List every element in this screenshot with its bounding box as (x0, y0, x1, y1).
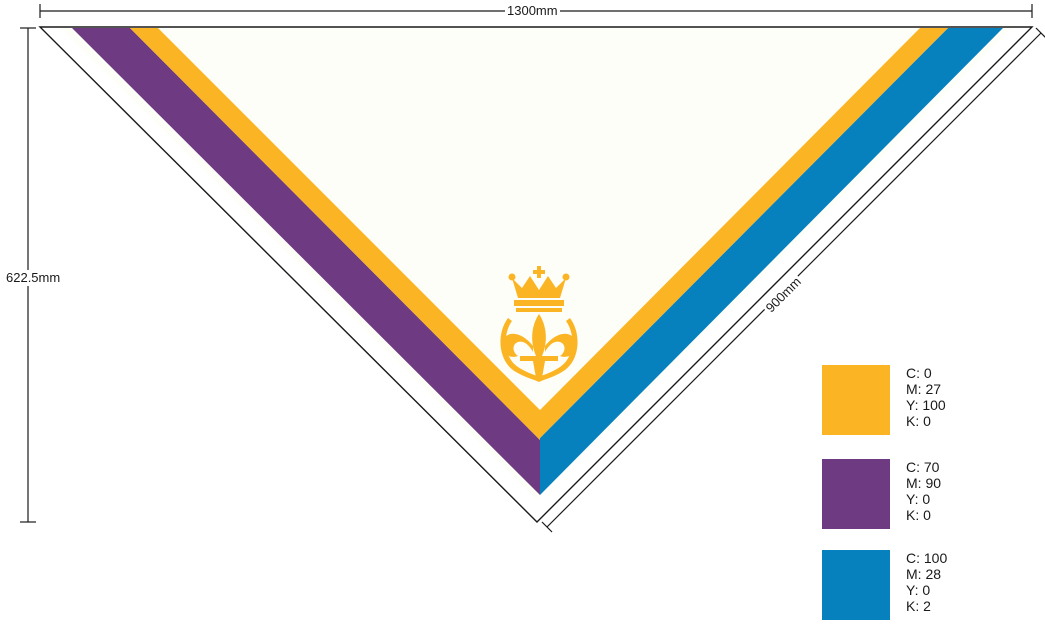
cmyk-c: C: 70 (906, 459, 940, 475)
cmyk-values-purple: C: 70 M: 90 Y: 0 K: 0 (906, 459, 941, 523)
color-swatch-yellow (822, 365, 890, 435)
cmyk-c: C: 0 (906, 365, 932, 381)
cmyk-values-blue: C: 100 M: 28 Y: 0 K: 2 (906, 550, 947, 614)
side-dimension-tick-top (1035, 27, 1045, 38)
cmyk-k: K: 2 (906, 598, 931, 614)
cmyk-m: M: 90 (906, 475, 942, 491)
side-dimension-tick-bottom (541, 521, 553, 533)
cmyk-m: M: 27 (906, 381, 942, 397)
cmyk-values-yellow: C: 0 M: 27 Y: 100 K: 0 (906, 365, 946, 429)
cmyk-k: K: 0 (906, 413, 931, 429)
cmyk-m: M: 28 (906, 566, 942, 582)
color-swatch-purple (822, 459, 890, 529)
cmyk-k: K: 0 (906, 507, 931, 523)
cmyk-c: C: 100 (906, 550, 948, 566)
legend-item-blue: C: 100 M: 28 Y: 0 K: 2 (822, 550, 1022, 620)
legend-item-yellow: C: 0 M: 27 Y: 100 K: 0 (822, 365, 1022, 435)
color-swatch-blue (822, 550, 890, 620)
cmyk-y: Y: 100 (906, 397, 946, 413)
legend-item-purple: C: 70 M: 90 Y: 0 K: 0 (822, 459, 1022, 529)
width-dimension-label: 1300mm (505, 3, 560, 18)
blue-band (540, 28, 1003, 495)
cmyk-y: Y: 0 (906, 582, 931, 598)
purple-band (72, 28, 540, 495)
neckerchief-fabric (60, 28, 1012, 500)
yellow-band-left (130, 28, 540, 440)
height-dimension-label: 622.5mm (6, 270, 61, 286)
yellow-band-right (540, 28, 948, 438)
cmyk-y: Y: 0 (906, 491, 931, 507)
fleur-de-lis-crown-icon (500, 266, 578, 382)
